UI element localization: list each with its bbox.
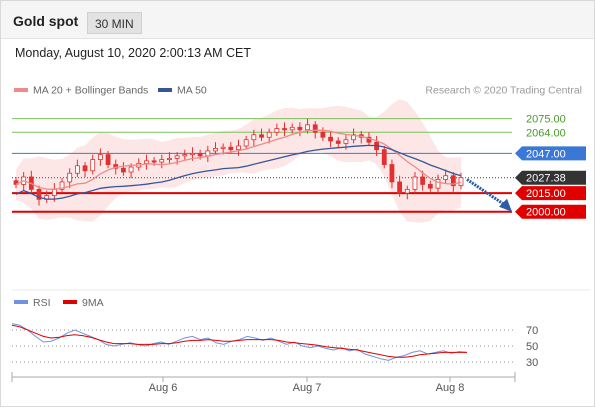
candle-body-33: [266, 131, 272, 138]
candle-body-40: [320, 131, 326, 138]
level-tag-2000.00: [515, 204, 586, 219]
level-label-2075.00: 2075.00: [526, 114, 566, 126]
instrument-title: Gold spot: [13, 13, 79, 29]
candle-body-23: [190, 152, 195, 156]
candle-body-55: [435, 179, 441, 189]
candle-body-58: [458, 177, 464, 187]
candle-body-39: [312, 124, 318, 133]
forecast-arrow-shaft: [466, 178, 507, 207]
candle-body-15: [128, 166, 134, 173]
candle-body-53: [420, 176, 426, 185]
ma20-line: [15, 129, 462, 190]
candle-body-38: [305, 124, 310, 131]
level-label-2000.00: 2000.00: [526, 207, 566, 219]
level-tag-2027.38: [515, 170, 586, 185]
x-tick-label-1: Aug 7: [293, 382, 322, 394]
candle-body-0: [13, 180, 19, 185]
candle-body-52: [412, 176, 418, 190]
candle-body-36: [289, 126, 295, 131]
candle-body-32: [259, 134, 264, 138]
watermark: Research © 2020 Trading Central: [425, 85, 582, 97]
candle-body-50: [397, 181, 403, 194]
x-tick-label-2: Aug 8: [436, 382, 465, 394]
candle-body-57: [450, 175, 456, 187]
rsi-line: [11, 323, 468, 361]
candle-body-10: [90, 159, 96, 172]
candle-body-54: [427, 184, 433, 189]
candle-body-48: [381, 149, 387, 165]
bollinger-band: [16, 99, 461, 223]
candle-body-49: [389, 164, 395, 183]
candle-body-28: [228, 146, 234, 151]
candle-body-5: [51, 188, 57, 196]
legend-rsi: RSI: [33, 297, 51, 309]
candle-body-11: [97, 154, 103, 160]
x-tick-label-0: Aug 6: [149, 382, 178, 394]
level-label-2027.38: 2027.38: [526, 173, 566, 185]
rsi-tick-70: 70: [526, 325, 538, 337]
rsi-tick-50: 50: [526, 341, 538, 353]
level-label-2047.00: 2047.00: [526, 148, 566, 160]
candle-body-41: [328, 136, 333, 142]
candle-body-51: [404, 188, 410, 194]
candle-body-31: [251, 134, 257, 141]
candle-body-3: [36, 188, 42, 200]
candle-body-20: [167, 157, 172, 160]
timeframe-badge[interactable]: 30 MIN: [87, 12, 142, 34]
legend-swatch-rsi: [14, 300, 28, 304]
candle-body-42: [335, 140, 341, 144]
legend-9ma: 9MA: [82, 297, 104, 309]
candle-body-26: [213, 148, 218, 152]
candle-body-9: [82, 165, 88, 172]
candle-body-18: [151, 160, 157, 163]
ma50-line: [15, 144, 462, 200]
level-tag-2015.00: [515, 186, 586, 201]
candle-body-24: [197, 152, 203, 157]
candle-body-22: [182, 154, 188, 157]
legend-ma20: MA 20 + Bollinger Bands: [33, 85, 148, 97]
rsi-ma-line: [11, 324, 467, 358]
level-tag-2047.00: [515, 146, 586, 161]
candle-body-29: [236, 145, 241, 151]
candle-body-8: [74, 165, 80, 174]
forecast-arrow-head: [499, 198, 512, 212]
candle-body-27: [220, 146, 226, 149]
candle-body-14: [121, 167, 126, 173]
candle-body-25: [205, 150, 211, 157]
candle-body-37: [297, 126, 303, 131]
candle-body-56: [443, 175, 449, 180]
candle-body-43: [343, 139, 349, 144]
legend-swatch-ma50: [158, 88, 172, 92]
candle-body-35: [282, 128, 287, 131]
candle-body-19: [159, 159, 165, 163]
level-label-2015.00: 2015.00: [526, 188, 566, 200]
candle-body-21: [174, 155, 180, 159]
candle-body-7: [67, 172, 73, 183]
candle-body-30: [243, 139, 249, 147]
header-bar: Gold spot 30 MIN: [1, 1, 594, 39]
candle-body-34: [274, 128, 280, 133]
candle-body-6: [59, 181, 65, 190]
datetime-label: Monday, August 10, 2020 2:00:13 AM CET: [15, 46, 252, 60]
candle-body-12: [105, 154, 111, 165]
level-label-2064.00: 2064.00: [526, 127, 566, 139]
legend-swatch-9ma: [63, 300, 77, 304]
candle-body-17: [144, 160, 149, 164]
legend-ma50: MA 50: [177, 85, 207, 97]
legend-swatch-ma20: [14, 88, 28, 92]
rsi-tick-30: 30: [526, 357, 538, 369]
